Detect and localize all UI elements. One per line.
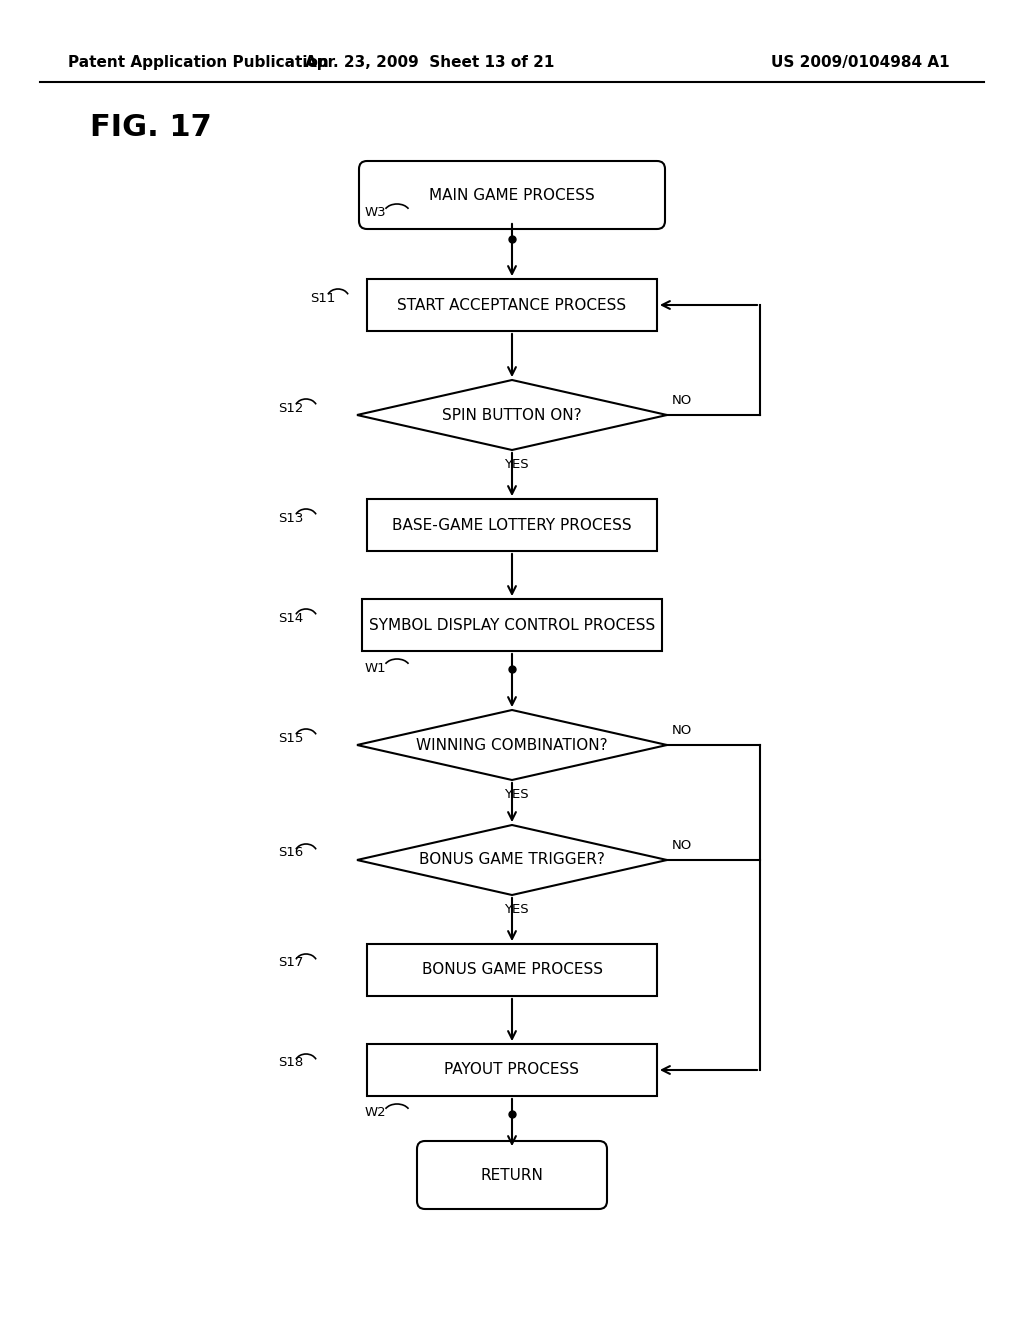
Text: RETURN: RETURN bbox=[480, 1167, 544, 1183]
Text: BONUS GAME TRIGGER?: BONUS GAME TRIGGER? bbox=[419, 853, 605, 867]
Text: FIG. 17: FIG. 17 bbox=[90, 114, 212, 143]
Bar bbox=[362, 599, 662, 651]
Text: W3: W3 bbox=[365, 206, 387, 219]
Text: W1: W1 bbox=[365, 661, 387, 675]
Polygon shape bbox=[357, 380, 667, 450]
Text: NO: NO bbox=[672, 393, 692, 407]
Text: S15: S15 bbox=[278, 731, 303, 744]
Bar bbox=[367, 279, 657, 331]
Text: S17: S17 bbox=[278, 957, 303, 969]
Bar bbox=[367, 944, 657, 997]
Text: SPIN BUTTON ON?: SPIN BUTTON ON? bbox=[442, 408, 582, 422]
Text: YES: YES bbox=[504, 903, 528, 916]
Text: BONUS GAME PROCESS: BONUS GAME PROCESS bbox=[422, 962, 602, 978]
Text: S18: S18 bbox=[278, 1056, 303, 1069]
FancyBboxPatch shape bbox=[359, 161, 665, 228]
Text: NO: NO bbox=[672, 840, 692, 851]
Text: S13: S13 bbox=[278, 511, 303, 524]
Text: SYMBOL DISPLAY CONTROL PROCESS: SYMBOL DISPLAY CONTROL PROCESS bbox=[369, 618, 655, 632]
Text: Apr. 23, 2009  Sheet 13 of 21: Apr. 23, 2009 Sheet 13 of 21 bbox=[305, 54, 555, 70]
Polygon shape bbox=[357, 710, 667, 780]
Text: BASE-GAME LOTTERY PROCESS: BASE-GAME LOTTERY PROCESS bbox=[392, 517, 632, 532]
Text: YES: YES bbox=[504, 788, 528, 801]
Text: S14: S14 bbox=[278, 611, 303, 624]
Polygon shape bbox=[357, 825, 667, 895]
Text: WINNING COMBINATION?: WINNING COMBINATION? bbox=[416, 738, 608, 752]
Text: START ACCEPTANCE PROCESS: START ACCEPTANCE PROCESS bbox=[397, 297, 627, 313]
Bar bbox=[367, 499, 657, 550]
Text: NO: NO bbox=[672, 723, 692, 737]
Text: S12: S12 bbox=[278, 401, 303, 414]
Bar bbox=[367, 1044, 657, 1096]
Text: US 2009/0104984 A1: US 2009/0104984 A1 bbox=[771, 54, 950, 70]
Text: MAIN GAME PROCESS: MAIN GAME PROCESS bbox=[429, 187, 595, 202]
Text: S16: S16 bbox=[278, 846, 303, 859]
Text: PAYOUT PROCESS: PAYOUT PROCESS bbox=[444, 1063, 580, 1077]
FancyBboxPatch shape bbox=[417, 1140, 607, 1209]
Text: Patent Application Publication: Patent Application Publication bbox=[68, 54, 329, 70]
Text: S11: S11 bbox=[310, 292, 336, 305]
Text: W2: W2 bbox=[365, 1106, 387, 1119]
Text: YES: YES bbox=[504, 458, 528, 471]
